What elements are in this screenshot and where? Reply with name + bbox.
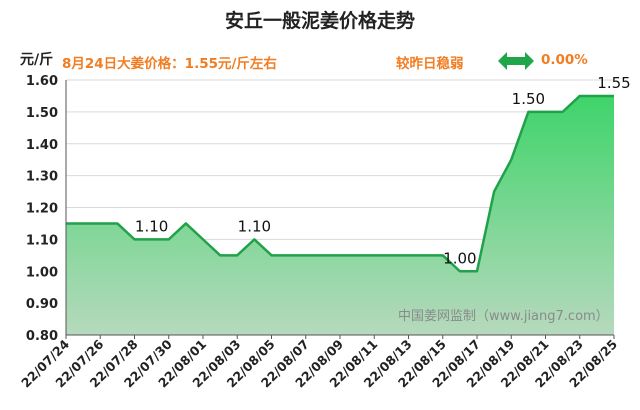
y-tick-label: 1.30	[26, 170, 58, 185]
y-tick-label: 1.10	[26, 233, 58, 248]
data-label: 1.55	[597, 74, 630, 92]
y-axis-unit: 元/斤	[20, 52, 54, 68]
y-tick-label: 1.50	[26, 106, 58, 121]
y-tick-label: 0.80	[26, 329, 58, 344]
series-area	[66, 95, 614, 335]
price-note: 8月24日大姜价格：1.55元/斤左右	[62, 56, 277, 72]
data-label: 1.10	[238, 217, 271, 235]
left-right-arrow-icon	[498, 52, 534, 70]
y-tick-label: 1.00	[26, 265, 58, 280]
y-tick-label: 1.20	[26, 202, 58, 217]
series-line	[66, 94, 614, 273]
y-tick-label: 1.40	[26, 138, 58, 153]
trend-text: 较昨日稳弱	[396, 56, 464, 72]
chart-title: 安丘一般泥姜价格走势	[224, 10, 415, 32]
watermark: 中国姜网监制（www.jiang7.com）	[398, 309, 609, 324]
data-label: 1.50	[512, 90, 545, 108]
data-label: 1.00	[443, 249, 476, 267]
y-tick-label: 0.90	[26, 297, 58, 312]
data-label: 1.10	[135, 217, 168, 235]
y-tick-label: 1.60	[26, 74, 58, 89]
trend-value: 0.00%	[541, 52, 588, 68]
